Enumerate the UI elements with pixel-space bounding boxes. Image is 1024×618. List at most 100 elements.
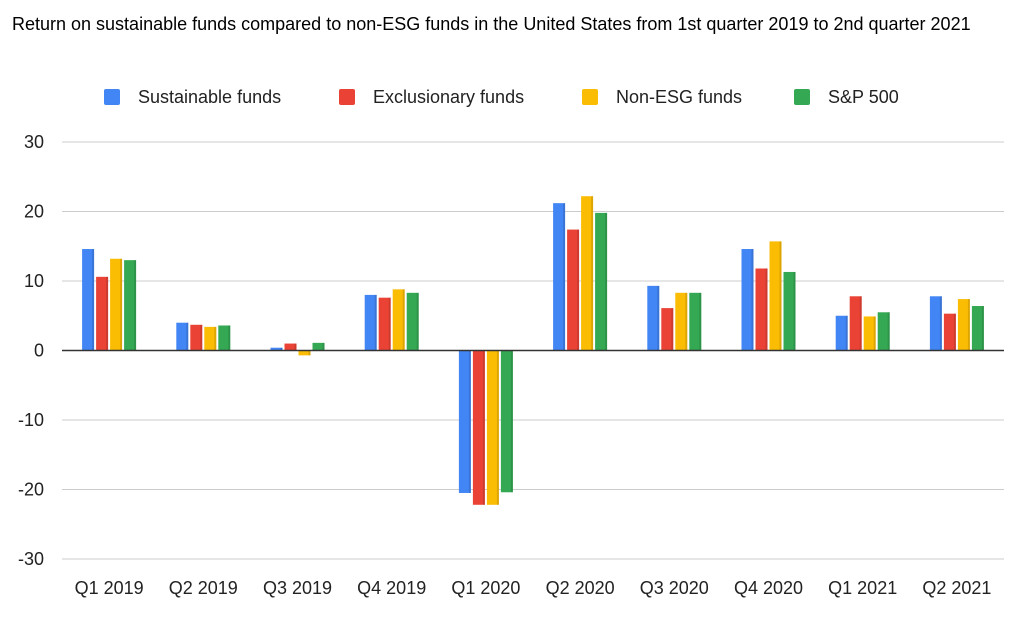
bar-shade bbox=[577, 229, 580, 351]
bar[interactable] bbox=[82, 249, 95, 351]
y-tick-label: 10 bbox=[24, 271, 44, 291]
bar-shade bbox=[374, 294, 377, 351]
legend-label-exclusionary-funds: Exclusionary funds bbox=[373, 86, 525, 107]
bar[interactable] bbox=[110, 258, 123, 351]
y-tick-label: 0 bbox=[34, 341, 44, 361]
bar[interactable] bbox=[124, 260, 137, 351]
bar-shade bbox=[845, 315, 848, 351]
bar[interactable] bbox=[943, 313, 956, 351]
bar-shade bbox=[388, 297, 391, 351]
y-tick-label: -30 bbox=[18, 549, 44, 569]
bar[interactable] bbox=[863, 316, 876, 351]
legend-swatch-exclusionary-funds bbox=[339, 89, 355, 105]
bar-shade bbox=[496, 350, 499, 505]
bar-shade bbox=[699, 292, 702, 351]
x-tick-label: Q2 2020 bbox=[546, 578, 615, 598]
bar-shade bbox=[228, 325, 231, 351]
x-tick-label: Q3 2020 bbox=[640, 578, 709, 598]
legend-swatch-sustainable-funds bbox=[104, 89, 120, 105]
bar[interactable] bbox=[176, 322, 189, 351]
bar[interactable] bbox=[675, 292, 688, 351]
bar-shade bbox=[322, 342, 325, 351]
bar[interactable] bbox=[204, 326, 217, 351]
bar[interactable] bbox=[877, 312, 890, 351]
bar-shade bbox=[120, 258, 123, 351]
x-tick-label: Q1 2019 bbox=[75, 578, 144, 598]
bar[interactable] bbox=[741, 249, 754, 351]
bar[interactable] bbox=[783, 271, 796, 351]
x-tick-label: Q1 2020 bbox=[451, 578, 520, 598]
bar[interactable] bbox=[190, 324, 203, 351]
bar[interactable] bbox=[689, 292, 702, 351]
bar[interactable] bbox=[661, 308, 674, 351]
y-tick-label: -10 bbox=[18, 410, 44, 430]
bar[interactable] bbox=[298, 350, 311, 356]
bar[interactable] bbox=[647, 285, 660, 351]
bar-shade bbox=[308, 350, 311, 356]
bar[interactable] bbox=[472, 350, 485, 505]
y-tick-label: 30 bbox=[24, 132, 44, 152]
bar-shade bbox=[779, 241, 782, 351]
bar-shade bbox=[967, 299, 970, 351]
x-tick-label: Q3 2019 bbox=[263, 578, 332, 598]
bar[interactable] bbox=[567, 229, 580, 351]
bar[interactable] bbox=[486, 350, 499, 505]
bar-shade bbox=[468, 350, 471, 493]
bar[interactable] bbox=[500, 350, 513, 493]
bar-shade bbox=[793, 271, 796, 351]
bar-shade bbox=[953, 313, 956, 351]
bar[interactable] bbox=[971, 306, 984, 351]
bar-shade bbox=[859, 296, 862, 351]
bar[interactable] bbox=[284, 343, 297, 351]
bar[interactable] bbox=[270, 347, 283, 351]
gridlines bbox=[62, 141, 1004, 560]
axes: 30 20 10 0 -10 -20 -30 Q1 2019 Q2 2019 Q3 2019 Q4 … bbox=[18, 132, 1004, 598]
legend-item-non-esg-funds[interactable]: Non-ESG funds bbox=[582, 85, 742, 109]
bar[interactable] bbox=[581, 196, 594, 351]
bar[interactable] bbox=[957, 299, 970, 351]
legend-item-sp500[interactable]: S&P 500 bbox=[794, 85, 899, 109]
bar-shade bbox=[751, 249, 754, 351]
legend-swatch-non-esg-funds bbox=[582, 89, 598, 105]
bar[interactable] bbox=[96, 276, 109, 351]
bar[interactable] bbox=[364, 294, 377, 351]
bar-shade bbox=[605, 212, 608, 351]
bar-shade bbox=[416, 292, 419, 351]
bar-shade bbox=[671, 308, 674, 351]
bar-shade bbox=[402, 289, 405, 351]
bar-shade bbox=[294, 343, 297, 351]
bar[interactable] bbox=[392, 289, 405, 351]
bars bbox=[82, 196, 984, 505]
y-tick-label: 20 bbox=[24, 202, 44, 222]
bar[interactable] bbox=[406, 292, 419, 351]
bar-shade bbox=[134, 260, 137, 351]
bar[interactable] bbox=[458, 350, 471, 493]
x-tick-label: Q1 2021 bbox=[828, 578, 897, 598]
x-tick-label: Q4 2020 bbox=[734, 578, 803, 598]
bar[interactable] bbox=[929, 296, 942, 351]
bar[interactable] bbox=[553, 203, 566, 351]
bar[interactable] bbox=[849, 296, 862, 351]
bar-shade bbox=[657, 285, 660, 351]
bar-shade bbox=[106, 276, 109, 351]
legend-item-exclusionary-funds[interactable]: Exclusionary funds bbox=[339, 85, 524, 109]
bar[interactable] bbox=[312, 342, 325, 351]
bar[interactable] bbox=[835, 315, 848, 351]
legend: Sustainable funds Exclusionary funds Non… bbox=[0, 85, 1024, 109]
bar-shade bbox=[280, 347, 283, 351]
bar-shade bbox=[981, 306, 984, 351]
legend-item-sustainable-funds[interactable]: Sustainable funds bbox=[104, 85, 281, 109]
legend-label-non-esg-funds: Non-ESG funds bbox=[616, 86, 743, 107]
bar[interactable] bbox=[378, 297, 391, 351]
bar[interactable] bbox=[769, 241, 782, 351]
bar[interactable] bbox=[595, 212, 608, 351]
bar-shade bbox=[563, 203, 566, 351]
bar[interactable] bbox=[218, 325, 231, 351]
bar-shade bbox=[887, 312, 890, 351]
bar-shade bbox=[186, 322, 189, 351]
x-tick-label: Q2 2019 bbox=[169, 578, 238, 598]
bar-shade bbox=[214, 326, 217, 351]
bar-shade bbox=[591, 196, 594, 351]
bar[interactable] bbox=[755, 268, 768, 351]
